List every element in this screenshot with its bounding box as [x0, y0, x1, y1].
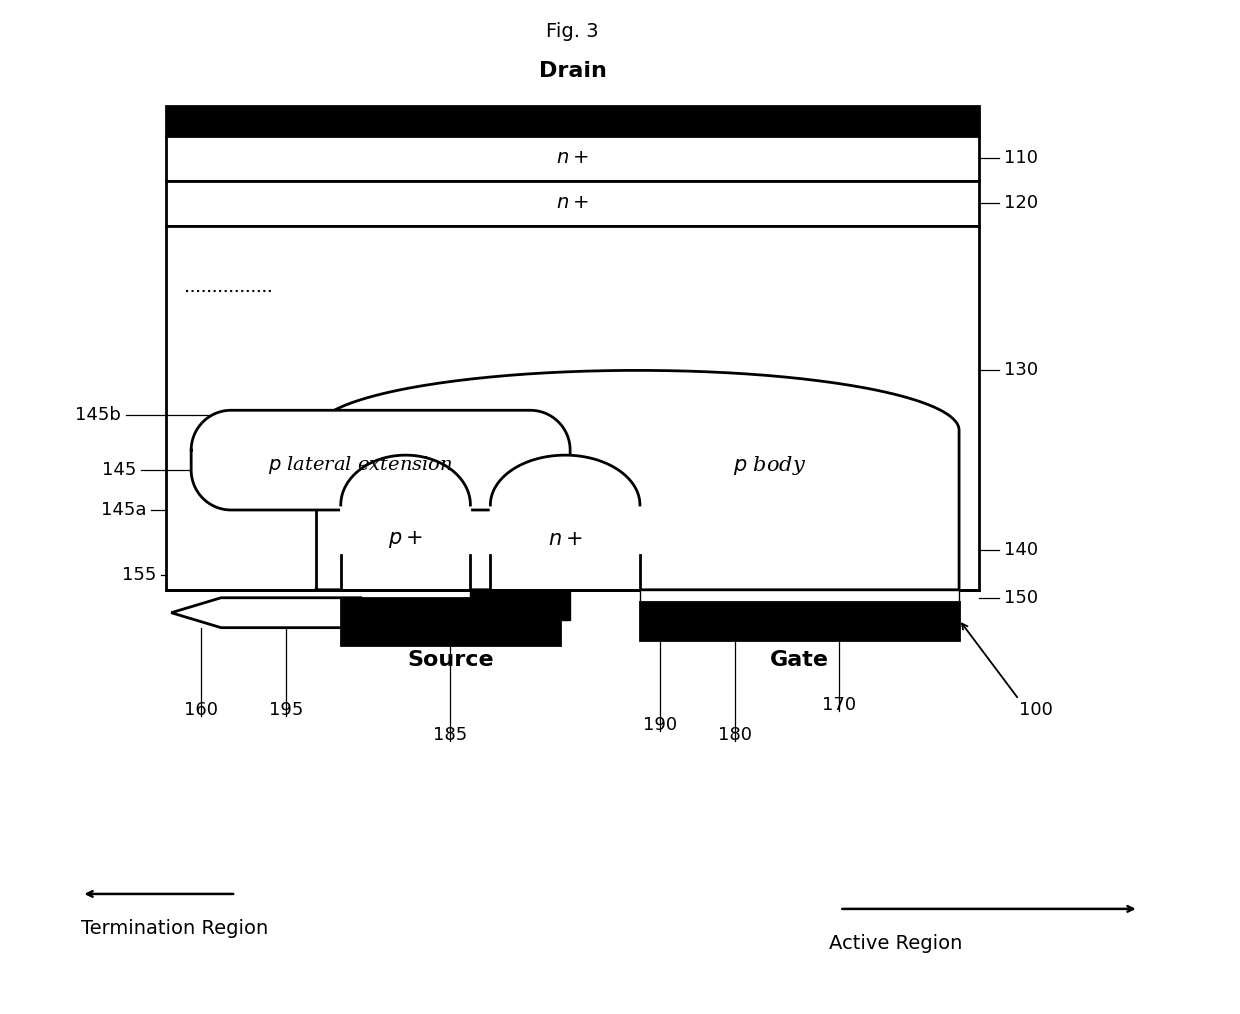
Polygon shape: [191, 411, 570, 510]
Text: Gate: Gate: [770, 650, 830, 669]
Text: $n+$: $n+$: [557, 195, 589, 212]
Text: 180: 180: [718, 726, 751, 744]
Text: 150: 150: [1004, 589, 1038, 606]
Bar: [470, 590, 570, 620]
Bar: [166, 180, 980, 226]
Text: Source: Source: [407, 650, 494, 669]
Polygon shape: [490, 455, 640, 590]
Text: Termination Region: Termination Region: [82, 920, 269, 938]
Text: 170: 170: [822, 697, 857, 715]
Text: 155: 155: [122, 566, 156, 584]
Text: 195: 195: [269, 702, 303, 719]
Bar: [640, 590, 959, 601]
Text: 190: 190: [642, 716, 677, 734]
Text: 160: 160: [185, 702, 218, 719]
Bar: [166, 226, 980, 590]
Text: 120: 120: [1004, 195, 1038, 212]
Text: 185: 185: [433, 726, 467, 744]
Text: $p$ body: $p$ body: [733, 453, 806, 477]
Text: $n+$: $n+$: [557, 149, 589, 167]
Text: 145: 145: [102, 461, 136, 479]
Text: 130: 130: [1004, 361, 1038, 379]
Text: $p+$: $p+$: [388, 529, 423, 551]
Bar: [166, 106, 980, 136]
Text: 110: 110: [1004, 149, 1038, 167]
Text: 100: 100: [1019, 702, 1053, 719]
Text: Drain: Drain: [538, 61, 606, 81]
Polygon shape: [341, 455, 470, 590]
Bar: [640, 601, 959, 640]
Bar: [341, 597, 560, 645]
Text: $n$- drift region: $n$- drift region: [494, 376, 652, 403]
Text: $p$ lateral extension: $p$ lateral extension: [268, 454, 453, 477]
Text: Fig. 3: Fig. 3: [547, 22, 599, 41]
Text: 145a: 145a: [100, 501, 146, 519]
Text: 140: 140: [1004, 540, 1038, 559]
Polygon shape: [171, 597, 361, 628]
Polygon shape: [316, 370, 959, 590]
Text: Active Region: Active Region: [830, 934, 962, 953]
Text: $n+$: $n+$: [548, 530, 583, 550]
Bar: [166, 136, 980, 180]
Text: 145b: 145b: [76, 407, 122, 424]
